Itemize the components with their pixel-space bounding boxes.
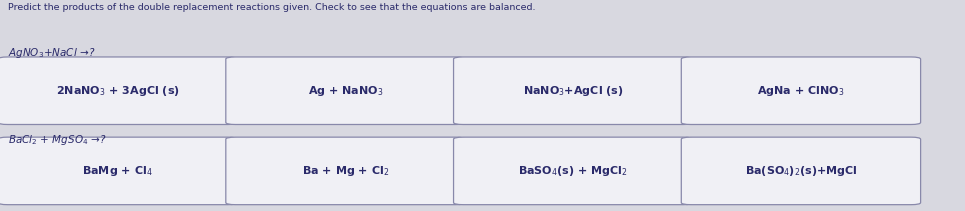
FancyBboxPatch shape xyxy=(454,57,693,124)
Text: 2NaNO$_3$ + 3AgCl (s): 2NaNO$_3$ + 3AgCl (s) xyxy=(56,84,179,98)
Text: BaCl$_2$ + MgSO$_4$ →?: BaCl$_2$ + MgSO$_4$ →? xyxy=(8,133,106,147)
FancyBboxPatch shape xyxy=(681,137,921,205)
FancyBboxPatch shape xyxy=(681,57,921,124)
Text: Ba(SO$_4$)$_2$(s)+MgCl: Ba(SO$_4$)$_2$(s)+MgCl xyxy=(745,164,857,178)
FancyBboxPatch shape xyxy=(226,137,465,205)
FancyBboxPatch shape xyxy=(0,137,237,205)
Text: AgNa + ClNO$_3$: AgNa + ClNO$_3$ xyxy=(758,84,844,98)
Text: AgNO$_3$+NaCl →?: AgNO$_3$+NaCl →? xyxy=(8,46,96,60)
Text: BaSO$_4$(s) + MgCl$_2$: BaSO$_4$(s) + MgCl$_2$ xyxy=(518,164,628,178)
Text: NaNO$_3$+AgCl (s): NaNO$_3$+AgCl (s) xyxy=(523,84,623,98)
FancyBboxPatch shape xyxy=(0,57,237,124)
FancyBboxPatch shape xyxy=(226,57,465,124)
Text: Predict the products of the double replacement reactions given. Check to see tha: Predict the products of the double repla… xyxy=(8,3,536,12)
Text: Ag + NaNO$_3$: Ag + NaNO$_3$ xyxy=(308,84,383,98)
FancyBboxPatch shape xyxy=(454,137,693,205)
Text: BaMg + Cl$_4$: BaMg + Cl$_4$ xyxy=(82,164,153,178)
Text: Ba + Mg + Cl$_2$: Ba + Mg + Cl$_2$ xyxy=(302,164,389,178)
